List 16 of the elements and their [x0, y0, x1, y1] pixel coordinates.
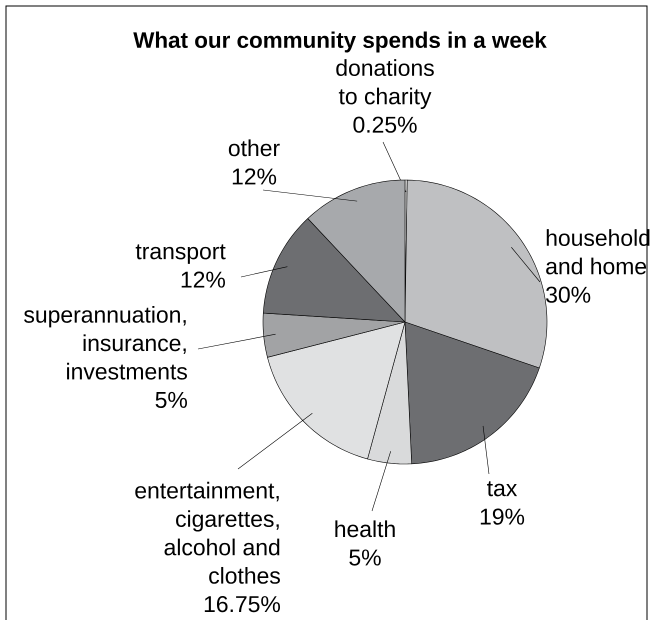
data-label: 16.75% — [204, 596, 280, 612]
data-label: 5% — [156, 392, 187, 408]
slice-label: entertainment, cigarettes, alcohol and clothes — [135, 482, 280, 584]
data-label: 19% — [480, 508, 524, 525]
data-label: 0.25% — [353, 116, 417, 133]
slice-label: tax — [487, 481, 518, 496]
data-label: 30% — [546, 286, 590, 303]
slice-label: other — [228, 139, 280, 156]
data-label: 12% — [182, 272, 225, 288]
slice-label: superannuation, insurance, investments — [24, 306, 187, 380]
chart-title: What our community spends in a week — [133, 32, 547, 52]
data-label: 12% — [232, 168, 276, 185]
data-label: 5% — [349, 549, 381, 566]
slice-label: donations to charity — [336, 59, 434, 109]
slice-label: health — [335, 520, 395, 538]
slice-label: transport — [136, 244, 226, 264]
